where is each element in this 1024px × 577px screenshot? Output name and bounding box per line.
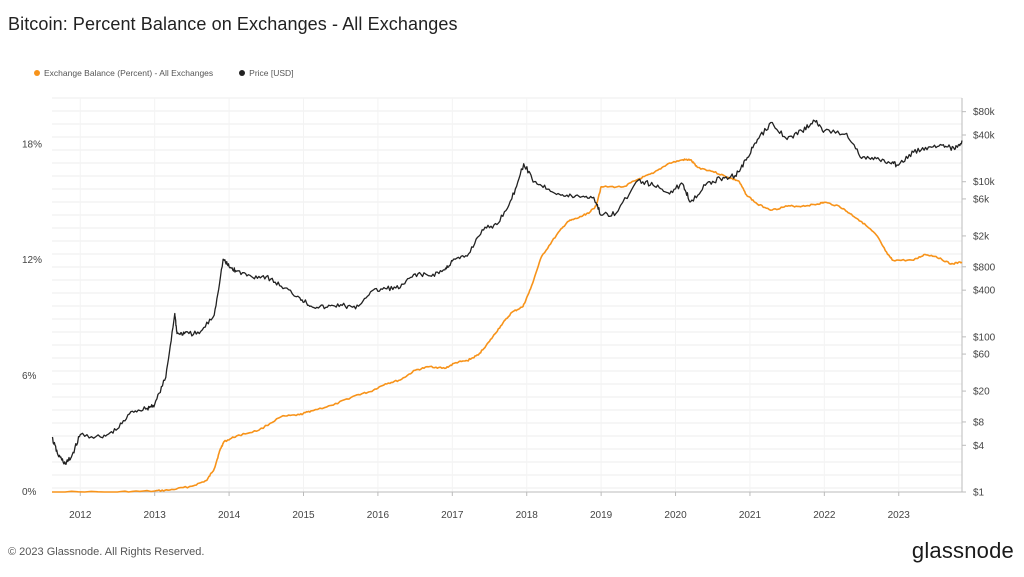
- right-tick-label: $6k: [973, 194, 990, 205]
- right-tick-label: $40k: [973, 131, 996, 142]
- legend-dot-price: [239, 70, 246, 76]
- x-tick-label: 2012: [69, 510, 92, 521]
- series-lines: [51, 119, 963, 493]
- x-tick-label: 2023: [888, 510, 911, 521]
- x-tick-label: 2019: [590, 510, 613, 521]
- left-tick-label: 12%: [22, 255, 42, 266]
- right-axis: $1 $4 $8 $20 $60 $100 $400 $800 $2k $6k $10k $40k $8…: [961, 98, 996, 499]
- right-tick-label: $400: [973, 286, 996, 297]
- legend-item-price[interactable]: Price [USD]: [239, 68, 294, 78]
- x-tick-label: 2013: [144, 510, 167, 521]
- x-tick-label: 2022: [813, 510, 836, 521]
- x-tick-label: 2017: [441, 510, 464, 521]
- x-axis: 2012 2013 2014 2015 2016 2017 2018 2019 2020 2021…: [52, 491, 962, 521]
- series-line-exchange-balance[interactable]: [52, 158, 963, 493]
- legend-label-price: Price [USD]: [249, 68, 294, 78]
- legend-item-balance[interactable]: Exchange Balance (Percent) - All Exchang…: [34, 68, 213, 78]
- right-tick-label: $100: [973, 332, 996, 343]
- x-tick-label: 2021: [739, 510, 762, 521]
- right-tick-label: $60: [973, 350, 990, 361]
- x-tick-label: 2014: [218, 510, 241, 521]
- right-tick-label: $4: [973, 441, 985, 452]
- left-axis: 0% 6% 12% 18%: [22, 139, 42, 498]
- left-tick-label: 6%: [22, 371, 37, 382]
- legend-dot-balance: [34, 70, 40, 76]
- right-tick-label: $20: [973, 387, 990, 398]
- left-tick-label: 18%: [22, 139, 42, 150]
- x-tick-label: 2018: [516, 510, 539, 521]
- chart-legend: Exchange Balance (Percent) - All Exchang…: [34, 68, 294, 78]
- right-tick-label: $10k: [973, 177, 996, 188]
- x-tick-label: 2020: [664, 510, 687, 521]
- right-tick-label: $2k: [973, 231, 990, 242]
- right-tick-label: $80k: [973, 107, 996, 118]
- copyright-footer: © 2023 Glassnode. All Rights Reserved.: [8, 546, 205, 558]
- legend-label-balance: Exchange Balance (Percent) - All Exchang…: [44, 68, 214, 78]
- chart-title: Bitcoin: Percent Balance on Exchanges - …: [8, 14, 458, 34]
- right-tick-label: $8: [973, 417, 985, 428]
- left-tick-label: 0%: [22, 487, 37, 498]
- right-tick-label: $1: [973, 488, 985, 499]
- series-line-price[interactable]: [51, 119, 963, 465]
- x-tick-label: 2016: [367, 510, 390, 521]
- x-tick-label: 2015: [292, 510, 315, 521]
- grid-lines: [52, 97, 962, 492]
- glassnode-logo: glassnode: [911, 538, 1014, 563]
- right-tick-label: $800: [973, 262, 996, 273]
